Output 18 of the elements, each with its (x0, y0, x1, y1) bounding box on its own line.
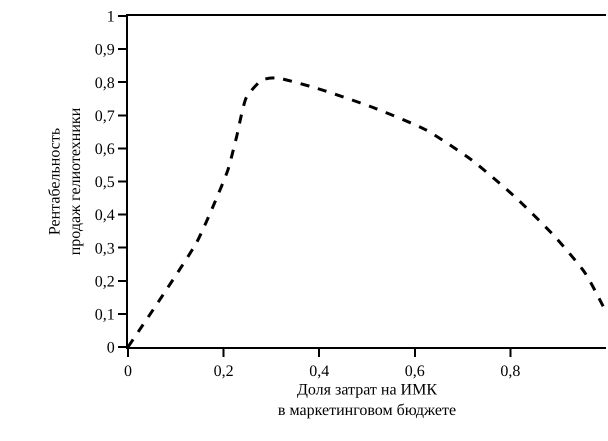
y-tick-label: 0 (106, 340, 115, 357)
y-axis-title: Рентабельность продаж гелиотехники (46, 107, 84, 256)
x-tick-label: 0,8 (500, 363, 520, 380)
x-axis-title: Доля затрат на ИМК в маркетинговом бюджете (278, 381, 456, 420)
x-tick-label: 0,4 (309, 363, 330, 380)
y-tick-label: 0,5 (94, 174, 115, 192)
y-tick-label: 0,4 (94, 207, 115, 224)
y-tick-label: 0,8 (94, 74, 115, 92)
x-tick-label: 0,6 (404, 363, 425, 380)
y-tick-label: 1 (106, 8, 115, 26)
x-tick-label: 0,2 (214, 363, 234, 380)
x-tick-label: 0 (124, 363, 132, 380)
y-tick-label: 0,6 (94, 141, 115, 158)
y-tick-label: 0,7 (94, 108, 115, 125)
y-tick-label: 0,2 (94, 273, 115, 290)
y-tick-label: 0,9 (94, 42, 115, 59)
y-tick-label: 0,1 (94, 306, 115, 324)
y-tick-label: 0,3 (94, 240, 115, 258)
